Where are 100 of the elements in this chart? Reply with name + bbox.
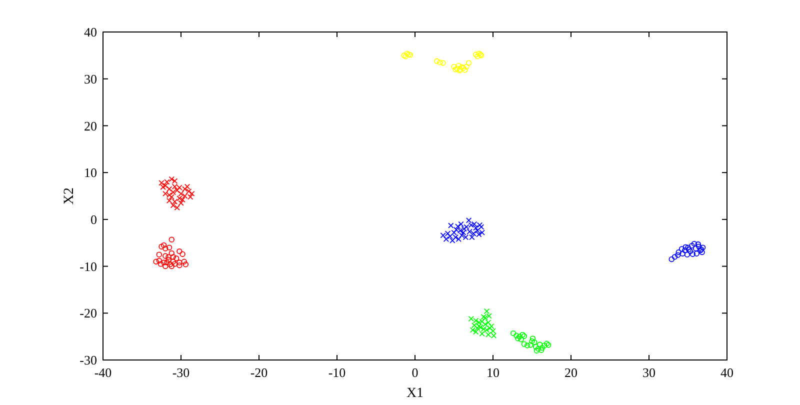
- point: [531, 339, 538, 346]
- point: [516, 334, 522, 340]
- point: [514, 332, 520, 338]
- point: [156, 252, 162, 258]
- y-tick-label: 40: [84, 24, 97, 40]
- point: [168, 263, 174, 270]
- point: [538, 347, 544, 354]
- point: [528, 342, 534, 348]
- point: [168, 250, 174, 256]
- point: [520, 332, 526, 338]
- point: [691, 240, 698, 247]
- point: [533, 344, 539, 350]
- point: [534, 348, 540, 354]
- point: [181, 258, 187, 264]
- point: [482, 314, 488, 321]
- x-tick-label: 0: [412, 365, 418, 380]
- point: [162, 182, 168, 189]
- point: [456, 62, 462, 69]
- point: [180, 251, 186, 257]
- point: [453, 226, 460, 233]
- y-tick-label: 0: [90, 212, 97, 227]
- point: [689, 242, 695, 249]
- point: [672, 254, 678, 260]
- y-axis-title: X2: [62, 187, 77, 205]
- point: [162, 253, 168, 259]
- y-tick-label: -30: [80, 352, 97, 368]
- point: [170, 202, 176, 208]
- point: [176, 262, 182, 268]
- x-tick-label: 20: [564, 365, 578, 380]
- point: [173, 255, 180, 262]
- point: [168, 194, 174, 200]
- point: [166, 254, 172, 260]
- point: [180, 196, 186, 203]
- point: [186, 188, 192, 194]
- point: [695, 241, 701, 248]
- point: [530, 336, 536, 342]
- point: [162, 263, 168, 270]
- point: [536, 342, 543, 348]
- point: [166, 192, 172, 198]
- x-tick-label: 40: [720, 365, 734, 380]
- x-tick-label: -20: [250, 365, 268, 380]
- point: [167, 262, 173, 268]
- point: [464, 64, 470, 70]
- point: [170, 254, 176, 260]
- x-tick-label: -40: [94, 365, 112, 380]
- point: [458, 64, 465, 70]
- point: [484, 308, 490, 314]
- point: [515, 336, 521, 342]
- point: [682, 248, 688, 254]
- point: [466, 60, 472, 66]
- point: [158, 261, 164, 267]
- point: [451, 64, 457, 70]
- point: [472, 52, 479, 58]
- point: [170, 258, 176, 264]
- point: [174, 204, 180, 211]
- point: [521, 341, 528, 347]
- point: [174, 188, 180, 194]
- x-tick-label: 30: [642, 365, 656, 380]
- point: [542, 342, 548, 348]
- y-tick-label: 30: [84, 71, 97, 86]
- point: [676, 249, 682, 256]
- point: [189, 190, 195, 197]
- y-tick-label: -20: [80, 306, 97, 321]
- point: [460, 65, 466, 71]
- y-tick-label: 10: [84, 165, 97, 180]
- point: [434, 58, 440, 64]
- point: [176, 260, 182, 266]
- point: [178, 190, 184, 197]
- point: [686, 246, 692, 252]
- point: [168, 236, 174, 242]
- point: [535, 346, 542, 352]
- point: [524, 342, 530, 348]
- point: [692, 246, 699, 252]
- point: [684, 252, 690, 258]
- point: [474, 54, 480, 60]
- x-axis-title: X1: [406, 386, 424, 401]
- point: [700, 244, 706, 250]
- point: [680, 250, 686, 256]
- point: [164, 260, 170, 266]
- point: [160, 242, 167, 248]
- point: [529, 338, 535, 344]
- point: [166, 244, 172, 250]
- point: [156, 258, 162, 264]
- x-tick-label: 10: [486, 365, 500, 380]
- point: [162, 190, 168, 197]
- point: [160, 260, 167, 266]
- point: [182, 262, 189, 268]
- point: [668, 256, 674, 262]
- x-tick-label: -30: [172, 365, 190, 380]
- y-tick-label: -10: [80, 258, 97, 274]
- point: [675, 252, 681, 258]
- point: [440, 60, 446, 66]
- x-tick-label: -10: [328, 365, 346, 380]
- point: [521, 333, 528, 339]
- point: [685, 244, 691, 250]
- point: [162, 246, 168, 252]
- point: [462, 67, 468, 73]
- point: [153, 258, 159, 264]
- point: [172, 178, 178, 184]
- point: [166, 256, 172, 263]
